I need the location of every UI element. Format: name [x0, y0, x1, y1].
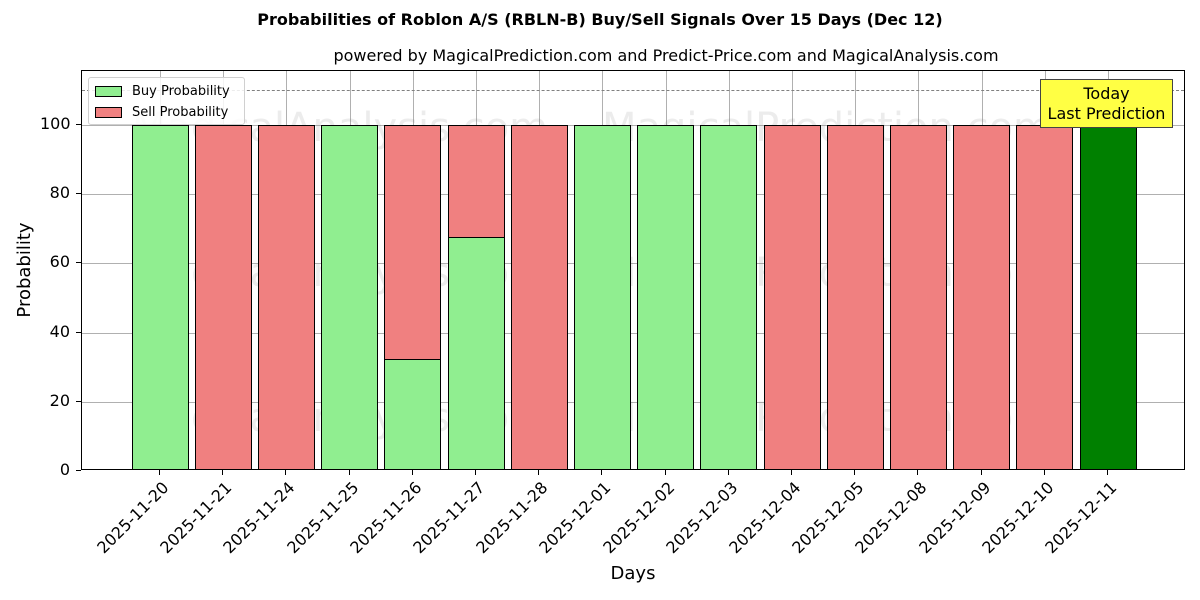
annotation-line-2: Last Prediction — [1047, 104, 1166, 123]
y-tick-mark — [76, 193, 81, 195]
y-tick-mark — [76, 124, 81, 125]
bar-buy — [321, 125, 379, 469]
legend: Buy Probability Sell Probability — [88, 77, 245, 125]
y-tick-label: 40 — [49, 321, 70, 341]
x-tick-mark — [791, 470, 792, 475]
x-tick-mark — [727, 470, 729, 475]
x-tick-mark — [159, 470, 160, 475]
legend-item-sell: Sell Probability — [95, 104, 228, 120]
y-axis-label: Probability — [14, 222, 35, 318]
y-tick-mark — [76, 331, 81, 333]
y-tick-label: 100 — [40, 114, 71, 133]
y-tick-mark — [76, 470, 81, 471]
y-tick-label: 0 — [59, 460, 70, 479]
buy-swatch-icon — [95, 85, 122, 97]
legend-label-sell: Sell Probability — [132, 104, 229, 120]
x-tick-mark — [917, 470, 919, 475]
x-tick-mark — [411, 470, 413, 475]
x-tick-mark — [348, 470, 350, 475]
x-tick-mark — [285, 470, 287, 475]
bar-sell — [447, 125, 505, 239]
y-tick-label: 20 — [49, 390, 70, 410]
y-tick-label: 60 — [49, 252, 70, 272]
x-tick-mark — [601, 470, 603, 475]
y-tick-mark — [76, 400, 81, 402]
chart-subtitle: powered by MagicalPrediction.com and Pre… — [333, 46, 999, 65]
annotation-line-1: Today — [1083, 84, 1130, 103]
bar-sell — [1016, 125, 1074, 469]
y-tick-mark — [76, 262, 81, 264]
bar-sell — [510, 125, 568, 469]
bar-buy — [131, 125, 189, 469]
x-tick-mark — [538, 470, 540, 475]
gridline-y — [82, 125, 1184, 126]
x-tick-mark — [475, 470, 476, 475]
bar-buy — [384, 358, 442, 469]
bar-buy — [700, 125, 758, 469]
x-axis-label: Days — [610, 563, 656, 584]
x-tick-mark — [664, 470, 666, 475]
gridline-y — [82, 263, 1184, 265]
x-tick-mark — [1107, 470, 1108, 475]
chart-title: Probabilities of Roblon A/S (RBLN-B) Buy… — [257, 10, 943, 29]
gridline-y — [82, 194, 1184, 196]
plot-area: MagicalAnalysis.comMagicalPrediction.com… — [81, 70, 1185, 470]
bar-buy — [1079, 125, 1137, 469]
y-tick-label: 80 — [49, 183, 70, 203]
bar-buy — [637, 125, 695, 469]
bar-sell — [953, 125, 1011, 469]
x-tick-mark — [854, 470, 856, 475]
x-tick-mark — [980, 470, 982, 475]
sell-swatch-icon — [95, 106, 122, 118]
bar-sell — [826, 125, 884, 469]
reference-line — [82, 90, 1184, 92]
bar-sell — [384, 125, 442, 360]
gridline-y — [82, 332, 1184, 334]
today-annotation: Today Last Prediction — [1040, 79, 1173, 128]
legend-item-buy: Buy Probability — [95, 83, 230, 99]
bar-sell — [194, 125, 252, 469]
x-tick-mark — [222, 470, 224, 475]
bar-sell — [889, 125, 947, 469]
legend-label-buy: Buy Probability — [132, 83, 230, 99]
bar-sell — [257, 125, 315, 469]
gridline-y — [82, 401, 1184, 403]
bar-sell — [763, 125, 821, 469]
x-tick-mark — [1043, 470, 1045, 475]
bar-buy — [573, 125, 631, 469]
bar-buy — [447, 237, 505, 469]
